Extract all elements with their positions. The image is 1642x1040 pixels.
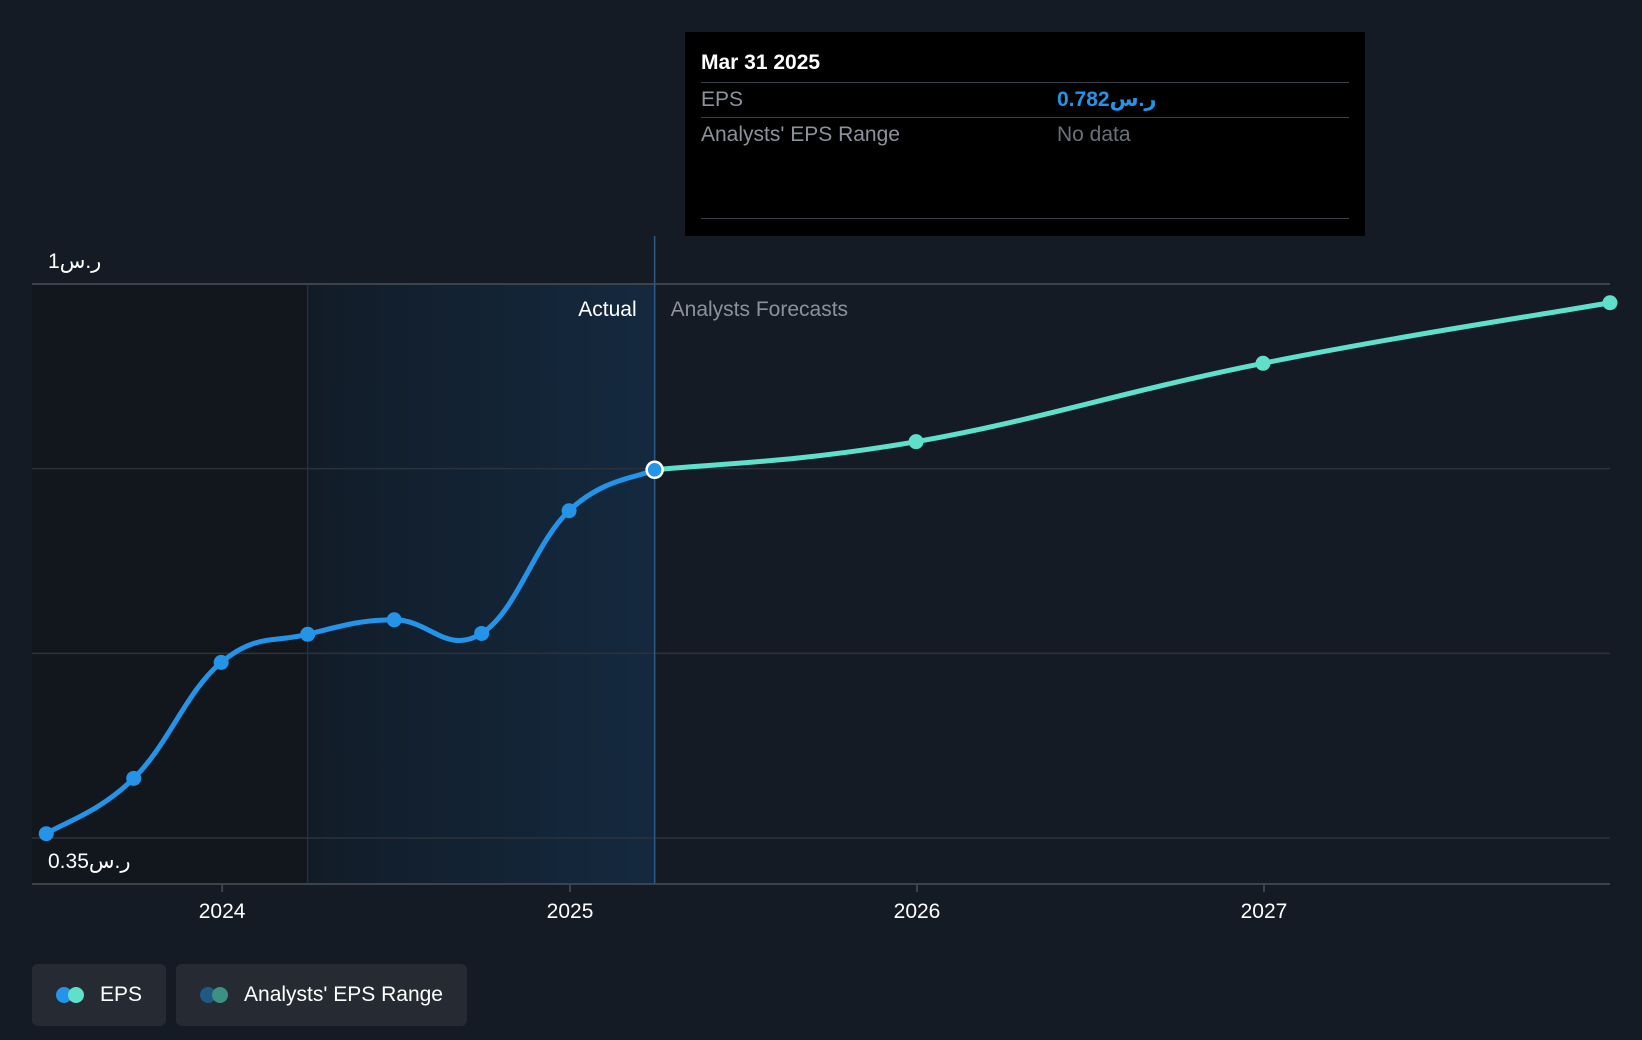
legend-label-eps-range: Analysts' EPS Range	[244, 983, 443, 1006]
x-tick-label: 2027	[1241, 900, 1288, 923]
eps-hover-point[interactable]	[645, 460, 664, 480]
eps-legend-icon	[56, 987, 86, 1003]
eps-actual-point[interactable]	[386, 612, 402, 628]
tooltip-row-eps: EPS 0.782ر.س	[701, 83, 1349, 118]
x-tick-label: 2025	[547, 900, 594, 923]
y-label-top: 1ر.س	[48, 250, 101, 273]
tooltip-divider	[701, 218, 1349, 219]
legend-item-eps[interactable]: EPS	[32, 964, 167, 1026]
tooltip: Mar 31 2025 EPS 0.782ر.س Analysts' EPS R…	[685, 32, 1365, 236]
forecast-region-label: Analysts Forecasts	[671, 298, 848, 321]
actual-region-label: Actual	[578, 298, 636, 321]
tooltip-range-value: No data	[1057, 123, 1131, 146]
eps-forecast-line	[652, 300, 1613, 473]
tooltip-date: Mar 31 2025	[701, 32, 1349, 83]
tooltip-eps-value: 0.782ر.س	[1057, 88, 1157, 111]
eps-actual-point[interactable]	[474, 625, 490, 641]
eps-actual-line	[43, 467, 658, 837]
tooltip-eps-label: EPS	[701, 88, 744, 111]
eps-range-legend-icon	[200, 987, 230, 1003]
actual-band	[307, 284, 655, 884]
eps-forecast-point[interactable]	[1255, 355, 1271, 371]
eps-forecast-point[interactable]	[908, 434, 924, 450]
past-shade	[32, 284, 308, 884]
legend-label-eps: EPS	[100, 983, 143, 1006]
legend: EPS Analysts' EPS Range	[32, 964, 467, 1026]
y-label-bottom: 0.35ر.س	[48, 850, 131, 873]
eps-actual-point[interactable]	[213, 654, 229, 670]
x-tick-label: 2024	[199, 900, 246, 923]
eps-actual-point[interactable]	[300, 626, 316, 642]
legend-item-eps-range[interactable]: Analysts' EPS Range	[176, 964, 467, 1026]
tooltip-range-label: Analysts' EPS Range	[701, 123, 900, 146]
eps-actual-point[interactable]	[126, 770, 142, 786]
eps-actual-point[interactable]	[38, 826, 54, 842]
x-tick-label: 2026	[894, 900, 941, 923]
eps-forecast-point[interactable]	[1602, 295, 1618, 311]
eps-actual-point[interactable]	[561, 503, 577, 519]
tooltip-row-range: Analysts' EPS Range No data	[701, 118, 1349, 152]
